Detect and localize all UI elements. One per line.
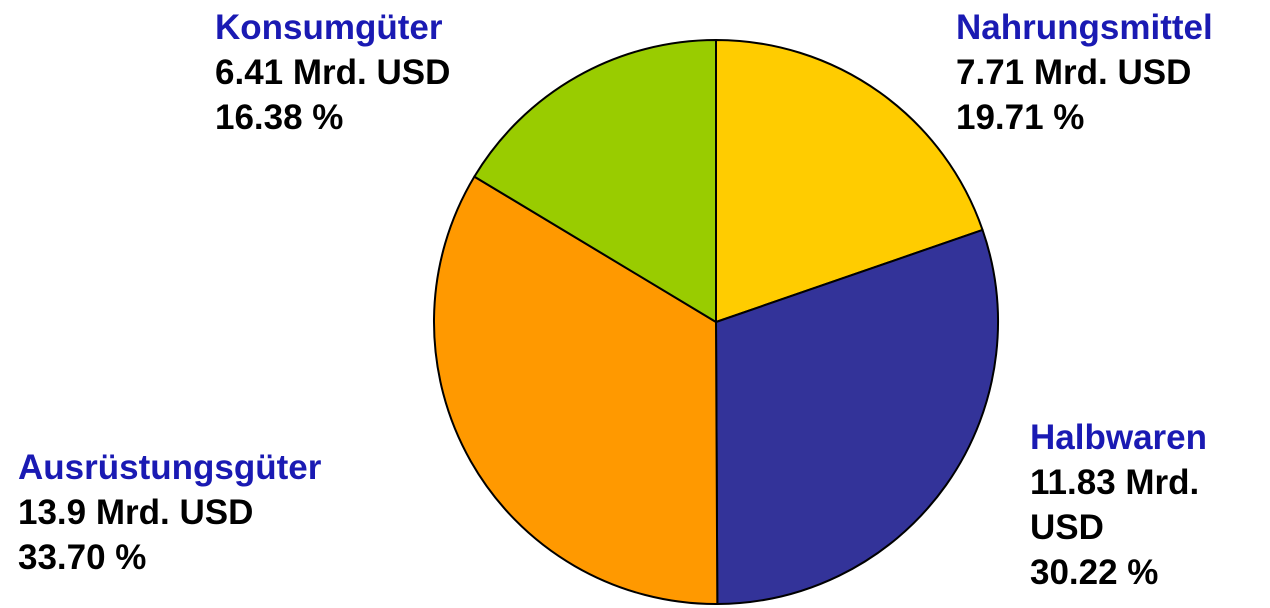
slice-value-halbwaren: 11.83 Mrd. USD <box>1030 463 1200 547</box>
label-halbwaren: Halbwaren 11.83 Mrd. USD 30.22 % <box>1030 415 1260 595</box>
slice-value-konsumgueter: 6.41 Mrd. USD <box>215 53 451 92</box>
slice-percent-nahrungsmittel: 19.71 % <box>956 98 1085 137</box>
slice-percent-ausruestungsgueter: 33.70 % <box>18 538 147 577</box>
slice-percent-konsumgueter: 16.38 % <box>215 98 344 137</box>
slice-name-ausruestungsgueter: Ausrüstungsgüter <box>18 448 322 487</box>
pie-slice-halbwaren <box>715 228 999 605</box>
pie-slice-ausr-stungsg-ter <box>432 175 719 606</box>
slice-percent-halbwaren: 30.22 % <box>1030 553 1159 592</box>
slice-value-nahrungsmittel: 7.71 Mrd. USD <box>956 53 1192 92</box>
pie-slice-nahrungsmittel <box>715 39 984 323</box>
label-nahrungsmittel: Nahrungsmittel 7.71 Mrd. USD 19.71 % <box>956 5 1213 140</box>
slice-name-konsumgueter: Konsumgüter <box>215 8 443 47</box>
pie-slice-konsumg-ter <box>473 39 717 323</box>
label-ausruestungsgueter: Ausrüstungsgüter 13.9 Mrd. USD 33.70 % <box>18 445 321 580</box>
slice-name-halbwaren: Halbwaren <box>1030 418 1207 457</box>
slice-value-ausruestungsgueter: 13.9 Mrd. USD <box>18 493 254 532</box>
slice-name-nahrungsmittel: Nahrungsmittel <box>956 8 1213 47</box>
label-konsumgueter: Konsumgüter 6.41 Mrd. USD 16.38 % <box>215 5 450 140</box>
